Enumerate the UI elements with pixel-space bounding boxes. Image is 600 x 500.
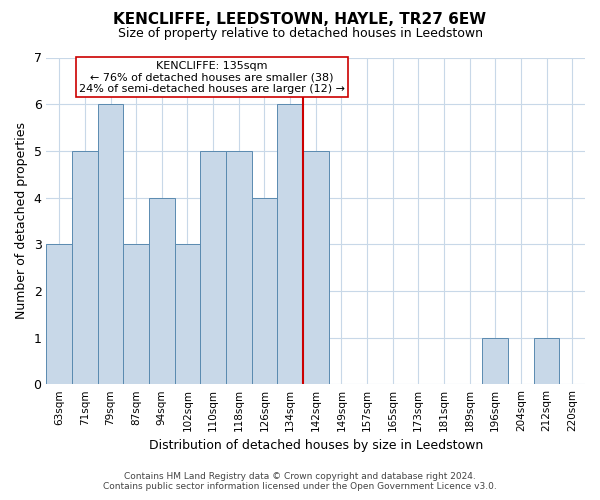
Y-axis label: Number of detached properties: Number of detached properties — [15, 122, 28, 320]
Bar — [277, 104, 303, 384]
Bar — [303, 151, 329, 384]
Bar — [175, 244, 200, 384]
Bar — [124, 244, 149, 384]
Text: KENCLIFFE, LEEDSTOWN, HAYLE, TR27 6EW: KENCLIFFE, LEEDSTOWN, HAYLE, TR27 6EW — [113, 12, 487, 28]
Bar — [46, 244, 72, 384]
Bar — [226, 151, 251, 384]
Text: KENCLIFFE: 135sqm
← 76% of detached houses are smaller (38)
24% of semi-detached: KENCLIFFE: 135sqm ← 76% of detached hous… — [79, 60, 345, 94]
Bar — [251, 198, 277, 384]
Bar — [200, 151, 226, 384]
X-axis label: Distribution of detached houses by size in Leedstown: Distribution of detached houses by size … — [149, 440, 483, 452]
Text: Size of property relative to detached houses in Leedstown: Size of property relative to detached ho… — [118, 28, 482, 40]
Bar — [72, 151, 98, 384]
Bar — [149, 198, 175, 384]
Bar — [98, 104, 124, 384]
Text: Contains HM Land Registry data © Crown copyright and database right 2024.
Contai: Contains HM Land Registry data © Crown c… — [103, 472, 497, 491]
Bar — [534, 338, 559, 384]
Bar — [482, 338, 508, 384]
